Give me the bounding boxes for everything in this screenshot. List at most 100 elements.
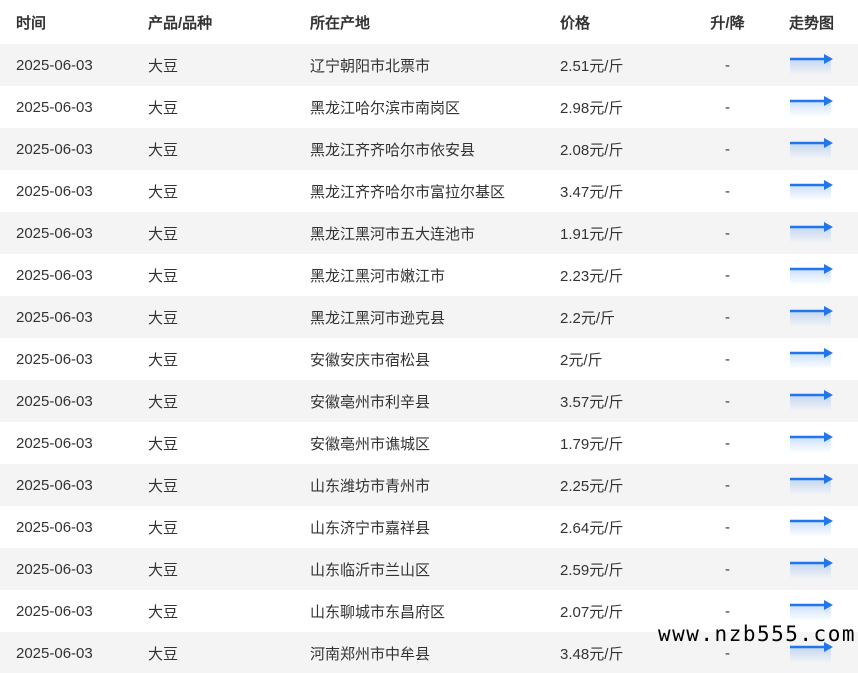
cell-time: 2025-06-03 [16, 602, 93, 620]
cell-trend [765, 264, 858, 286]
table-row: 2025-06-03 大豆 安徽安庆市宿松县 2元/斤 - [0, 338, 858, 380]
table-row: 2025-06-03 大豆 山东临沂市兰山区 2.59元/斤 - [0, 548, 858, 590]
table-row: 2025-06-03 大豆 辽宁朝阳市北票市 2.51元/斤 - [0, 44, 858, 86]
cell-location: 黑龙江齐齐哈尔市富拉尔基区 [310, 183, 506, 201]
trend-arrow-right-icon[interactable] [789, 348, 835, 370]
column-header-trend: 走势图 [788, 14, 834, 32]
table-row: 2025-06-03 大豆 安徽亳州市利辛县 3.57元/斤 - [0, 380, 858, 422]
cell-trend [765, 222, 858, 244]
cell-trend [765, 54, 858, 76]
table-row: 2025-06-03 大豆 黑龙江齐齐哈尔市富拉尔基区 3.47元/斤 - [0, 170, 858, 212]
trend-arrow-right-icon[interactable] [789, 222, 835, 244]
cell-price: 2.23元/斤 [560, 267, 624, 285]
cell-product: 大豆 [148, 267, 179, 285]
cell-trend [765, 432, 858, 454]
cell-time: 2025-06-03 [16, 392, 93, 410]
cell-product: 大豆 [148, 57, 179, 75]
cell-product: 大豆 [148, 225, 179, 243]
table-row: 2025-06-03 大豆 黑龙江黑河市嫩江市 2.23元/斤 - [0, 254, 858, 296]
trend-arrow-right-icon[interactable] [789, 96, 835, 118]
cell-product: 大豆 [148, 183, 179, 201]
cell-time: 2025-06-03 [16, 560, 93, 578]
table-body: 2025-06-03 大豆 辽宁朝阳市北票市 2.51元/斤 - 2025-06… [0, 44, 858, 673]
cell-time: 2025-06-03 [16, 644, 93, 662]
trend-arrow-right-icon[interactable] [789, 138, 835, 160]
cell-time: 2025-06-03 [16, 350, 93, 368]
cell-location: 黑龙江黑河市逊克县 [310, 309, 446, 327]
cell-time: 2025-06-03 [16, 182, 93, 200]
cell-product: 大豆 [148, 477, 179, 495]
cell-trend [765, 180, 858, 202]
cell-location: 安徽安庆市宿松县 [310, 351, 431, 369]
cell-change: - [725, 182, 730, 200]
cell-location: 安徽亳州市谯城区 [310, 435, 431, 453]
cell-product: 大豆 [148, 393, 179, 411]
cell-price: 1.79元/斤 [560, 435, 624, 453]
table-row: 2025-06-03 大豆 河南郑州市中牟县 3.48元/斤 - [0, 632, 858, 673]
cell-price: 3.57元/斤 [560, 393, 624, 411]
cell-product: 大豆 [148, 309, 179, 327]
cell-trend [765, 558, 858, 580]
cell-change: - [725, 140, 730, 158]
table-header-row: 时间 产品/品种 所在产地 价格 升/降 走势图 [0, 0, 858, 44]
table-row: 2025-06-03 大豆 黑龙江黑河市五大连池市 1.91元/斤 - [0, 212, 858, 254]
trend-arrow-right-icon[interactable] [789, 600, 835, 622]
cell-price: 1.91元/斤 [560, 225, 624, 243]
trend-arrow-right-icon[interactable] [789, 516, 835, 538]
cell-trend [765, 516, 858, 538]
trend-arrow-right-icon[interactable] [789, 306, 835, 328]
trend-arrow-right-icon[interactable] [789, 558, 835, 580]
cell-change: - [725, 56, 730, 74]
trend-arrow-right-icon[interactable] [789, 432, 835, 454]
cell-trend [765, 96, 858, 118]
table-row: 2025-06-03 大豆 黑龙江齐齐哈尔市依安县 2.08元/斤 - [0, 128, 858, 170]
cell-trend [765, 390, 858, 412]
cell-price: 2.07元/斤 [560, 603, 624, 621]
cell-change: - [725, 476, 730, 494]
trend-arrow-right-icon[interactable] [789, 180, 835, 202]
cell-price: 2.51元/斤 [560, 57, 624, 75]
cell-price: 2元/斤 [560, 351, 603, 369]
column-header-product: 产品/品种 [148, 14, 213, 32]
cell-location: 黑龙江齐齐哈尔市依安县 [310, 141, 476, 159]
cell-time: 2025-06-03 [16, 140, 93, 158]
cell-price: 2.25元/斤 [560, 477, 624, 495]
table-row: 2025-06-03 大豆 山东潍坊市青州市 2.25元/斤 - [0, 464, 858, 506]
cell-location: 黑龙江黑河市五大连池市 [310, 225, 476, 243]
cell-change: - [725, 602, 730, 620]
cell-price: 2.64元/斤 [560, 519, 624, 537]
cell-change: - [725, 350, 730, 368]
cell-location: 黑龙江黑河市嫩江市 [310, 267, 446, 285]
cell-product: 大豆 [148, 645, 179, 663]
cell-price: 2.59元/斤 [560, 561, 624, 579]
cell-product: 大豆 [148, 561, 179, 579]
cell-product: 大豆 [148, 351, 179, 369]
cell-price: 2.2元/斤 [560, 309, 616, 327]
cell-location: 辽宁朝阳市北票市 [310, 57, 431, 75]
cell-location: 安徽亳州市利辛县 [310, 393, 431, 411]
cell-time: 2025-06-03 [16, 98, 93, 116]
trend-arrow-right-icon[interactable] [789, 390, 835, 412]
cell-time: 2025-06-03 [16, 518, 93, 536]
cell-location: 山东聊城市东昌府区 [310, 603, 446, 621]
cell-time: 2025-06-03 [16, 308, 93, 326]
trend-arrow-right-icon[interactable] [789, 474, 835, 496]
cell-trend [765, 642, 858, 664]
column-header-price: 价格 [560, 14, 591, 32]
cell-time: 2025-06-03 [16, 224, 93, 242]
trend-arrow-right-icon[interactable] [789, 642, 835, 664]
cell-location: 山东临沂市兰山区 [310, 561, 431, 579]
cell-change: - [725, 392, 730, 410]
trend-arrow-right-icon[interactable] [789, 264, 835, 286]
cell-change: - [725, 434, 730, 452]
cell-trend [765, 138, 858, 160]
cell-change: - [725, 308, 730, 326]
cell-time: 2025-06-03 [16, 266, 93, 284]
cell-location: 山东济宁市嘉祥县 [310, 519, 431, 537]
trend-arrow-right-icon[interactable] [789, 54, 835, 76]
cell-product: 大豆 [148, 519, 179, 537]
cell-price: 3.47元/斤 [560, 183, 624, 201]
cell-product: 大豆 [148, 603, 179, 621]
cell-change: - [725, 644, 730, 662]
